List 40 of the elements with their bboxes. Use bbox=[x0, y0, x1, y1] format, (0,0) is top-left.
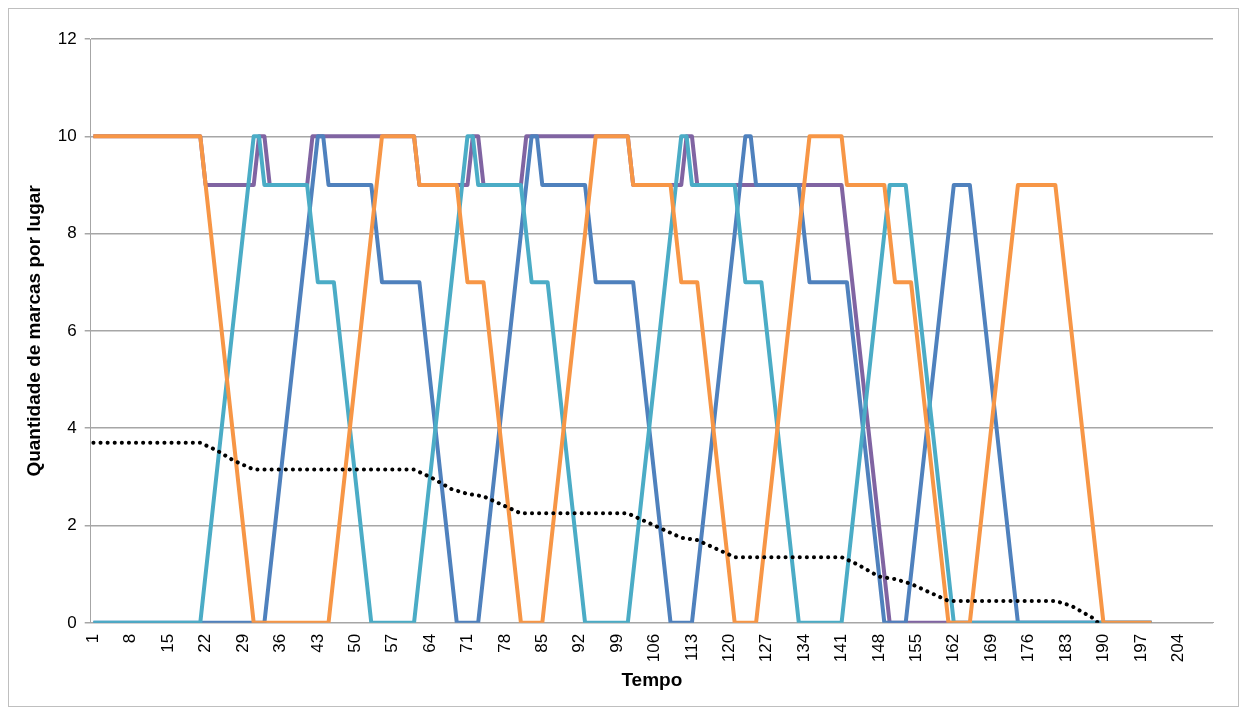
x-tick-label: 127 bbox=[756, 633, 776, 663]
y-tick-label: 4 bbox=[67, 417, 77, 437]
x-tick-label: 120 bbox=[719, 633, 739, 663]
x-tick-label: 106 bbox=[644, 633, 664, 663]
x-tick-label: 22 bbox=[195, 633, 215, 653]
x-tick-label: 204 bbox=[1167, 633, 1187, 663]
x-tick-label: 113 bbox=[681, 633, 701, 661]
x-tick-label: 183 bbox=[1055, 633, 1075, 663]
x-tick-label: 8 bbox=[120, 633, 140, 644]
y-tick-label: 12 bbox=[57, 28, 77, 48]
x-tick-label: 71 bbox=[457, 633, 477, 653]
x-tick-label: 169 bbox=[980, 633, 1000, 663]
x-tick-label: 57 bbox=[382, 633, 402, 653]
y-tick-label: 8 bbox=[67, 223, 77, 243]
x-tick-label: 85 bbox=[531, 633, 551, 653]
x-tick-label: 148 bbox=[868, 633, 888, 663]
line-series bbox=[91, 440, 1101, 623]
x-tick-label: 64 bbox=[419, 633, 439, 653]
y-tick-label: 2 bbox=[67, 515, 77, 535]
x-tick-label: 43 bbox=[307, 633, 327, 653]
x-tick-label: 29 bbox=[232, 633, 252, 653]
x-tick-label: 190 bbox=[1093, 633, 1113, 663]
y-tick-label: 6 bbox=[67, 320, 77, 340]
x-tick-label: 15 bbox=[157, 633, 177, 653]
x-tick-label: 78 bbox=[494, 633, 514, 653]
x-tick-label: 92 bbox=[569, 633, 589, 653]
y-axis-title: Quantidade de marcas por lugar bbox=[22, 184, 44, 477]
x-tick-label: 162 bbox=[943, 633, 963, 663]
x-tick-label: 36 bbox=[270, 633, 290, 653]
x-tick-label: 99 bbox=[606, 633, 626, 653]
x-tick-label: 141 bbox=[831, 633, 851, 663]
x-axis-title: Tempo bbox=[621, 668, 683, 690]
x-tick-label: 134 bbox=[793, 633, 813, 663]
x-tick-label: 155 bbox=[906, 633, 926, 663]
x-tick-label: 197 bbox=[1130, 633, 1150, 663]
x-tick-label: 176 bbox=[1018, 633, 1038, 663]
x-tick-label: 50 bbox=[344, 633, 364, 653]
y-tick-label: 0 bbox=[67, 612, 77, 632]
y-tick-label: 10 bbox=[57, 125, 77, 145]
x-tick-label: 1 bbox=[83, 633, 103, 644]
